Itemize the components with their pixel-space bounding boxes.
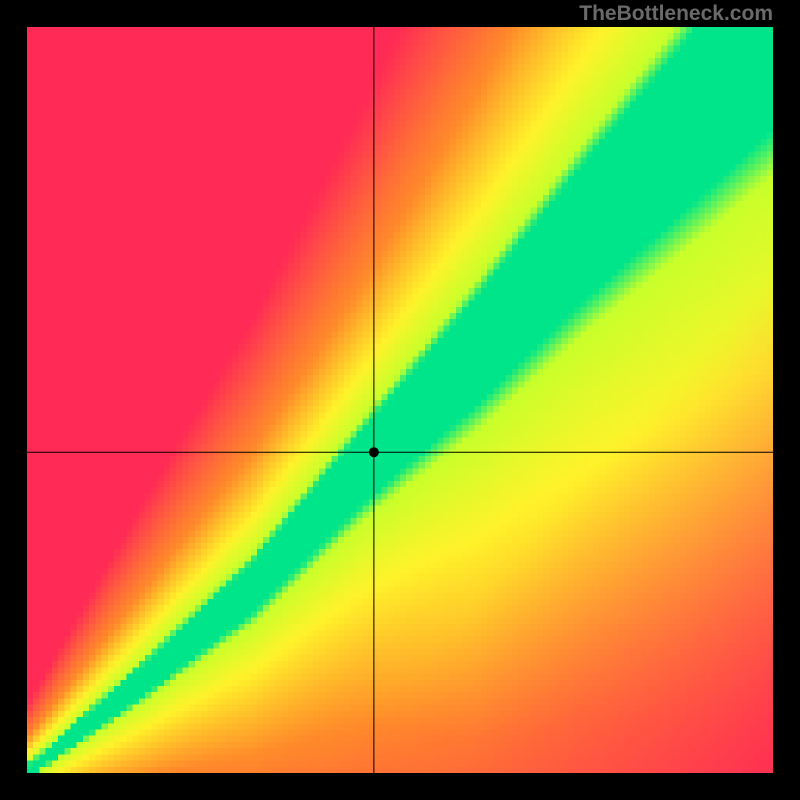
- chart-container: TheBottleneck.com: [0, 0, 800, 800]
- watermark-text: TheBottleneck.com: [579, 2, 773, 26]
- bottleneck-heatmap: [27, 27, 773, 773]
